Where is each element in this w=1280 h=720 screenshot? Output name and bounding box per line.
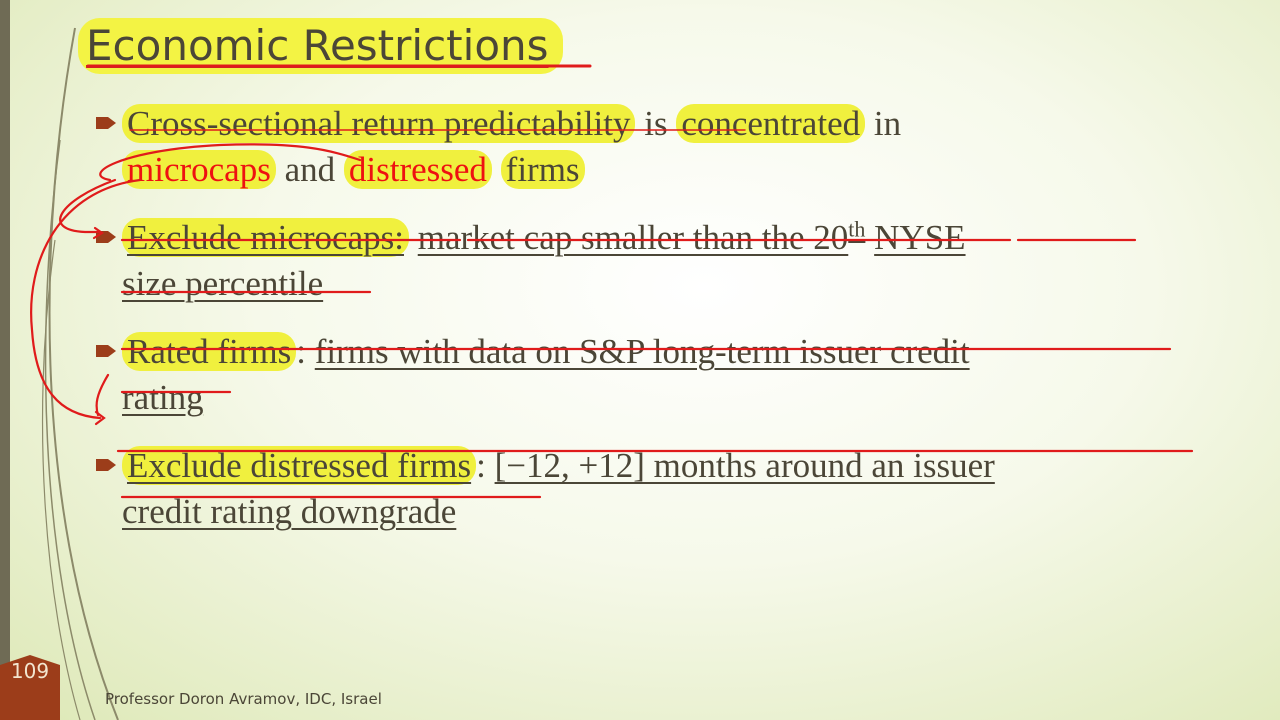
bullet-item: Rated firms: firms with data on S&P long… [95, 330, 1215, 420]
text-span: credit rating downgrade [122, 492, 457, 531]
arrow-bullet-icon [96, 345, 116, 357]
highlight-red: distressed [343, 150, 492, 189]
highlight: Exclude distressed firms [122, 446, 477, 485]
arrow-bullet-icon [96, 117, 116, 129]
slide-title: Economic Restrictions [78, 18, 563, 74]
bullet-line: rating [122, 376, 1215, 420]
text-span: [−12, +12] months around an issuer [494, 446, 995, 485]
arrow-bullet-icon [96, 459, 116, 471]
bullet-line: size percentile [122, 262, 1215, 306]
left-accent-bar [0, 0, 10, 720]
arrow-bullet-icon [96, 231, 116, 243]
highlight: concentrated [676, 104, 866, 143]
text-span: rating [122, 378, 204, 417]
bullet-line: credit rating downgrade [122, 490, 1215, 534]
footer-text: Professor Doron Avramov, IDC, Israel [105, 690, 382, 708]
text-span: : [476, 446, 495, 485]
text-span: size percentile [122, 264, 324, 303]
text-span: and [275, 150, 344, 189]
highlight: firms [500, 150, 585, 189]
bullet-line: Exclude microcaps: market cap smaller th… [122, 216, 1215, 260]
text-span [865, 218, 874, 257]
bullet-item: Cross-sectional return predictability is… [95, 102, 1215, 192]
bullet-line: Exclude distressed firms: [−12, +12] mon… [122, 444, 1215, 488]
bullet-line: Rated firms: firms with data on S&P long… [122, 330, 1215, 374]
text-span: is [635, 104, 677, 143]
highlight: Exclude microcaps: [122, 218, 409, 257]
highlight-red: microcaps [122, 150, 276, 189]
bullet-list: Cross-sectional return predictability is… [95, 102, 1215, 558]
superscript: th [848, 216, 866, 242]
bullet-line: Cross-sectional return predictability is… [122, 102, 1215, 146]
bullet-item: Exclude distressed firms: [−12, +12] mon… [95, 444, 1215, 534]
bullet-item: Exclude microcaps: market cap smaller th… [95, 216, 1215, 306]
highlight: Rated firms [122, 332, 297, 371]
text-span: NYSE [874, 218, 966, 257]
text-span: market cap smaller than the 20 [417, 218, 849, 257]
text-span: in [865, 104, 902, 143]
page-number: 109 [0, 655, 60, 720]
bullet-line: microcaps and distressed firms [122, 148, 1215, 192]
text-span: : [296, 332, 315, 371]
text-span: firms with data on S&P long-term issuer … [314, 332, 970, 371]
text-span [409, 218, 418, 257]
text-span [492, 150, 501, 189]
highlight: Cross-sectional return predictability [122, 104, 636, 143]
